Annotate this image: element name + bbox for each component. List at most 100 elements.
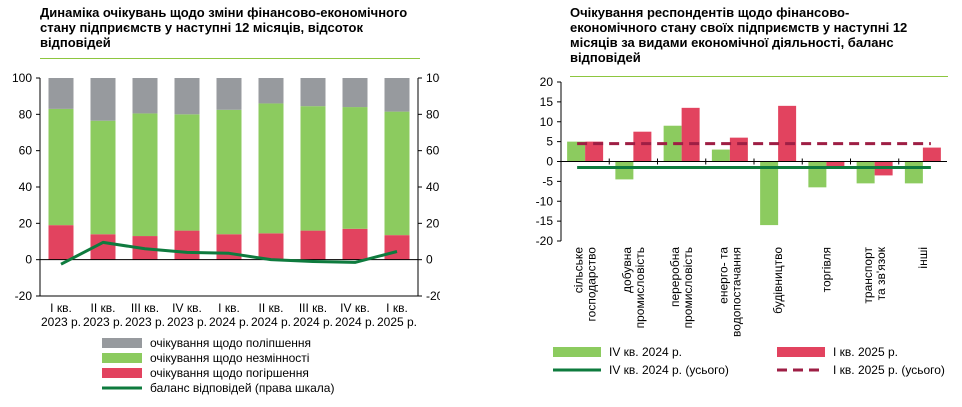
chart2-xtick-label: та зв'язок xyxy=(874,246,888,300)
chart1-bar-segment xyxy=(300,230,326,260)
chart2-xtick-group: торгівля xyxy=(819,247,833,292)
chart1-xtick-label: 2023 р. xyxy=(167,315,207,329)
chart1-bar-segment xyxy=(216,109,242,235)
chart2-xtick-label: водопостачання xyxy=(729,247,743,337)
chart1-xtick-label: IV кв. xyxy=(340,301,370,315)
chart1-bar-segment xyxy=(258,78,284,104)
chart1-ytick-label: 0 xyxy=(25,253,32,267)
chart1-bar-segment xyxy=(132,78,158,114)
chart1-y2tick-label: 60 xyxy=(426,144,440,158)
chart1-xtick-label: II кв. xyxy=(91,301,116,315)
chart2-xtick-group: сільське господарство xyxy=(572,247,599,322)
chart1-bar-segment xyxy=(174,230,200,260)
chart2-bar xyxy=(856,161,875,184)
chart1-y2tick-label: 80 xyxy=(426,107,440,121)
chart1-xtick-label: 2023 р. xyxy=(125,315,165,329)
chart2-xtick-group: переробна промисловість xyxy=(668,247,695,329)
chart1-title: Динаміка очікувань щодо зміни фінансово-… xyxy=(40,5,408,50)
chart1-xtick-label: 2023 р. xyxy=(83,315,123,329)
chart1-ytick-label: 100 xyxy=(12,71,32,85)
chart1-y2tick-label: 20 xyxy=(426,216,440,230)
chart2-bar xyxy=(567,141,586,162)
chart1-bar-segment xyxy=(384,235,410,260)
chart2-title: Очікування респондентів щодо фінансово-е… xyxy=(570,5,908,65)
chart1-bar-segment xyxy=(342,78,368,108)
chart1-bar-segment xyxy=(258,233,284,260)
chart2-xtick-label: промисловість xyxy=(633,247,647,328)
chart2-bar xyxy=(633,131,652,162)
legend1-swatch xyxy=(102,353,142,363)
chart2-bar xyxy=(922,147,941,162)
chart2-bar xyxy=(729,137,748,162)
chart2-xtick-group: будівництво xyxy=(771,247,785,314)
chart1-ytick-label: 80 xyxy=(19,107,33,121)
chart2-ytick-label: -10 xyxy=(536,194,554,208)
chart2-ytick-label: 0 xyxy=(546,155,553,169)
chart1-y2tick-label: -20 xyxy=(426,289,440,303)
chart1-bar-segment xyxy=(48,78,74,109)
chart2-xtick-group: енерго- та водопостачання xyxy=(716,247,743,337)
chart2-bar xyxy=(904,161,923,184)
chart2-xtick-label: будівництво xyxy=(771,247,785,314)
chart1-bar-segment xyxy=(48,225,74,260)
legend2-label: I кв. 2025 р. (усього) xyxy=(833,363,945,377)
chart1-xtick-label: I кв. xyxy=(50,301,72,315)
chart2-title-rule xyxy=(570,76,948,77)
legend2-label: I кв. 2025 р. xyxy=(833,345,898,359)
chart1-bar-segment xyxy=(90,78,116,121)
chart2-xtick-label: інші xyxy=(916,247,930,269)
legend2-swatch xyxy=(553,347,601,357)
chart1-xtick-label: 2023 р. xyxy=(41,315,81,329)
chart1-y2tick-label: 100 xyxy=(426,71,440,85)
chart1-xtick-label: II кв. xyxy=(259,301,284,315)
chart2-bar xyxy=(711,149,730,162)
chart1-xtick-label: 2024 р. xyxy=(251,315,291,329)
legend1-swatch xyxy=(102,368,142,378)
chart1-xtick-label: III кв. xyxy=(131,301,159,315)
legend1-swatch xyxy=(102,338,142,348)
chart1-bar-segment xyxy=(300,106,326,231)
chart2-bar xyxy=(826,161,845,168)
chart2-ytick-label: 15 xyxy=(540,95,554,109)
chart2-bar xyxy=(585,141,604,162)
chart1-xtick-label: 2024 р. xyxy=(209,315,249,329)
chart1-ytick-label: 40 xyxy=(19,180,33,194)
legend1-label: очікування щодо поліпшення xyxy=(150,336,311,350)
legend2-label: IV кв. 2024 р. xyxy=(609,345,682,359)
chart1-ytick-label: 20 xyxy=(19,216,33,230)
chart1-xtick-label: I кв. xyxy=(386,301,408,315)
chart2-ytick-label: 5 xyxy=(546,135,553,149)
chart2-bar xyxy=(681,107,700,162)
chart2-xtick-label: транспорт xyxy=(861,247,875,304)
chart2-xtick-label: переробна xyxy=(668,247,682,307)
chart1-bar-segment xyxy=(174,78,200,115)
chart2-legend: IV кв. 2024 р. I кв. 2025 р. IV кв. 2024 р… xyxy=(553,345,945,377)
chart1-xtick-label: 2024 р. xyxy=(335,315,375,329)
chart2-bar xyxy=(615,161,634,180)
chart1-bar-segment xyxy=(300,78,326,107)
chart2-xtick-group: інші xyxy=(916,247,930,269)
chart2-ytick-label: -15 xyxy=(536,214,554,228)
legend1-label: очікування щодо незмінності xyxy=(150,351,309,365)
chart1-bar-segment xyxy=(48,108,74,226)
chart1-xtick-label: I кв. xyxy=(218,301,240,315)
chart2-xtick-label: добувна xyxy=(620,247,634,293)
chart2-xtick-label: сільське xyxy=(572,247,586,294)
chart2-ytick-label: -20 xyxy=(536,234,554,248)
chart1-xtick-label: 2025 р. xyxy=(377,315,417,329)
legend1-label: баланс відповідей (права шкала) xyxy=(150,381,334,395)
chart1-y2tick-label: 0 xyxy=(426,253,433,267)
chart2-xtick-label: промисловість xyxy=(681,247,695,328)
chart2-ytick-label: -5 xyxy=(542,174,553,188)
chart1-bar-segment xyxy=(90,120,116,235)
chart1-y2tick-label: 40 xyxy=(426,180,440,194)
chart2-ytick-label: 10 xyxy=(540,115,554,129)
chart1-title-rule xyxy=(40,58,420,59)
legend2-label: IV кв. 2024 р. (усього) xyxy=(609,363,729,377)
chart2-xtick-label: торгівля xyxy=(819,247,833,292)
chart1-bar-segment xyxy=(258,103,284,234)
chart1-bar-segment xyxy=(384,78,410,112)
legend1-label: очікування щодо погіршення xyxy=(150,366,309,380)
chart2-bar xyxy=(808,161,827,188)
